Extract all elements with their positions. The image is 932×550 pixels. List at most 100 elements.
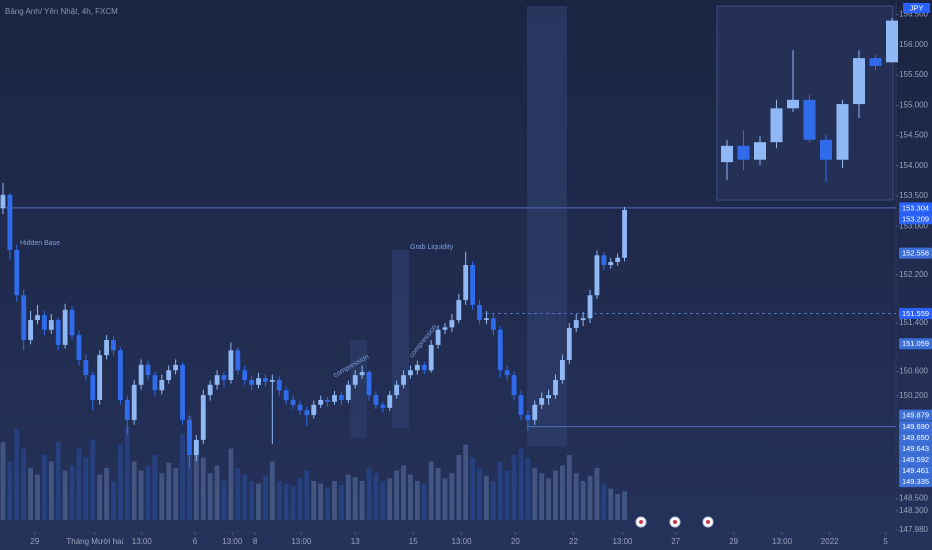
x-tick-label: 27 xyxy=(671,537,680,546)
y-tick-label: 155.000 xyxy=(899,100,928,109)
candle-body xyxy=(173,364,179,371)
x-tick-label: 5 xyxy=(883,537,888,546)
x-tick-label: 15 xyxy=(409,537,418,546)
volume-bar xyxy=(138,470,144,520)
x-tick-label: 8 xyxy=(253,537,258,546)
volume-bar xyxy=(214,465,220,520)
volume-bar xyxy=(594,468,600,520)
volume-bar xyxy=(207,473,213,520)
price-marker xyxy=(899,213,932,225)
candle-body xyxy=(608,261,614,266)
candle-body xyxy=(380,404,386,408)
x-tick-label: 13:00 xyxy=(291,537,312,546)
candle-body xyxy=(14,249,20,296)
x-tick-label: 22 xyxy=(569,537,578,546)
candle-body xyxy=(504,370,510,376)
volume-bar xyxy=(511,455,517,520)
volume-bar xyxy=(366,468,372,520)
candle-body xyxy=(421,364,427,371)
x-tick-label: 20 xyxy=(511,537,520,546)
candle-body xyxy=(318,399,324,405)
x-tick-label: Tháng Mười hai xyxy=(66,537,123,546)
y-tick-label: 148.500 xyxy=(899,494,928,503)
volume-bar xyxy=(338,484,344,520)
x-tick-label: 6 xyxy=(193,537,198,546)
volume-bar xyxy=(235,468,241,520)
candle-body xyxy=(587,295,593,319)
volume-bar xyxy=(380,481,386,520)
candle-body xyxy=(325,399,330,402)
volume-bar xyxy=(539,473,545,520)
y-tick-label: 147.980 xyxy=(899,525,928,534)
candle-body xyxy=(21,295,27,341)
price-marker xyxy=(899,443,932,455)
volume-bar xyxy=(69,465,75,520)
event-icon-dot xyxy=(673,520,677,524)
volume-bar xyxy=(311,481,317,520)
candle-body xyxy=(359,372,365,376)
price-marker-label: 149.335 xyxy=(902,477,929,486)
volume-bar xyxy=(173,468,179,520)
y-tick-label: 154.500 xyxy=(899,131,928,140)
annotation: Grab Liquidity xyxy=(410,244,454,251)
volume-bar xyxy=(159,473,165,520)
volume-bar xyxy=(180,434,185,520)
candle-body xyxy=(525,415,531,420)
volume-bar xyxy=(573,473,579,520)
volume-bar xyxy=(62,470,68,520)
candle-body xyxy=(497,329,503,371)
volume-bar xyxy=(200,457,206,520)
volume-bar xyxy=(76,448,82,520)
volume-bar xyxy=(83,457,89,520)
candle-body xyxy=(90,375,96,400)
candle-body xyxy=(414,364,420,371)
volume-bar xyxy=(124,426,130,520)
candle-body xyxy=(104,340,109,356)
candle-body xyxy=(55,320,61,345)
event-icons[interactable] xyxy=(635,516,714,528)
annotation: Hidden Base xyxy=(20,240,60,247)
volume-bar xyxy=(463,444,469,520)
volume-bar xyxy=(435,468,441,520)
volume-bar xyxy=(456,455,462,520)
volume-bar xyxy=(566,455,572,520)
candle-body xyxy=(456,300,462,321)
x-tick-label: 2022 xyxy=(821,537,839,546)
volume-bar xyxy=(414,481,420,520)
y-tick-label: 151.400 xyxy=(899,318,928,327)
x-tick-label: 13:00 xyxy=(612,537,633,546)
candle-body xyxy=(721,145,733,163)
volume-bar xyxy=(608,488,614,520)
candle-body xyxy=(787,99,799,109)
candle-body xyxy=(297,404,303,411)
price-marker xyxy=(899,432,932,444)
volume-bar xyxy=(601,483,607,520)
candle-body xyxy=(428,344,434,371)
volume-bar xyxy=(587,475,593,520)
candle-body xyxy=(263,378,268,382)
volume-bar xyxy=(21,448,27,520)
candle-body xyxy=(269,379,275,382)
x-tick-label: 13:00 xyxy=(132,537,153,546)
candle-body xyxy=(221,375,227,380)
price-marker xyxy=(899,307,932,319)
volume-bar xyxy=(166,462,172,520)
volume-bar xyxy=(304,470,310,520)
candle-body xyxy=(242,370,248,380)
volume-bar xyxy=(532,468,538,520)
candle-body xyxy=(442,327,448,330)
volume-bar xyxy=(580,481,586,520)
candle-body xyxy=(214,375,220,385)
volume-bar xyxy=(7,461,13,520)
y-tick-label: 155.500 xyxy=(899,70,928,79)
candle-body xyxy=(803,99,816,140)
candle-body xyxy=(228,350,234,380)
volume-bar xyxy=(14,429,20,520)
candle-body xyxy=(853,58,865,105)
volume-bar xyxy=(359,481,365,520)
volume-bar xyxy=(470,457,476,520)
price-marker xyxy=(899,202,932,214)
volume-bar xyxy=(504,470,510,520)
candle-body xyxy=(338,395,344,400)
candle-body xyxy=(394,384,400,396)
